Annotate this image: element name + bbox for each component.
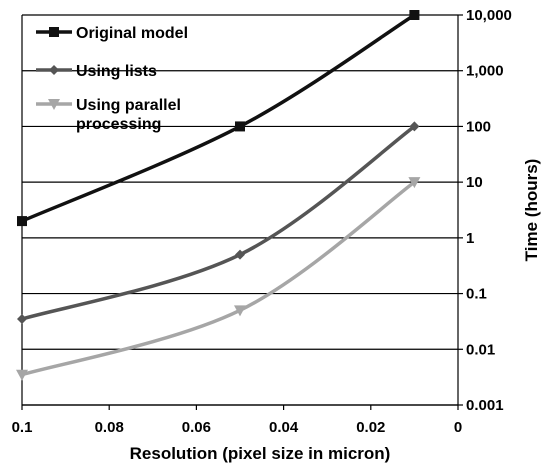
y-tick-label: 0.1	[466, 286, 487, 303]
x-axis-title: Resolution (pixel size in micron)	[130, 444, 391, 463]
data-point	[17, 216, 27, 227]
x-tick-label: 0.02	[356, 419, 385, 436]
series-line	[21, 180, 416, 377]
data-point	[17, 313, 27, 324]
data-point	[235, 121, 245, 132]
series-1	[17, 121, 420, 324]
y-tick-label: 10	[466, 174, 483, 191]
x-tick-label: 0.06	[182, 419, 211, 436]
data-point	[409, 121, 420, 132]
x-tick-label: 0.1	[12, 419, 33, 436]
series-layer	[16, 10, 421, 381]
y-tick-label: 1	[466, 230, 474, 247]
x-tick-label: 0	[454, 419, 462, 436]
data-point	[234, 305, 246, 317]
legend-label: processing	[76, 116, 161, 133]
y-tick-label: 1,000	[466, 63, 504, 80]
x-tick-label: 0.08	[95, 419, 124, 436]
legend-label: Using lists	[76, 63, 157, 80]
legend-label: Original model	[76, 25, 188, 42]
gridlines	[22, 14, 463, 406]
axes	[21, 15, 459, 406]
legend-item: Original model	[36, 25, 188, 42]
data-point	[408, 177, 421, 189]
y-tick-label: 0.001	[466, 397, 504, 414]
data-point	[49, 65, 59, 75]
series-0	[17, 10, 420, 227]
data-point	[48, 99, 60, 110]
data-point	[235, 249, 245, 260]
x-tick-labels: 0.1 0.08 0.06 0.04 0.02 0	[12, 405, 462, 436]
y-tick-label: 0.01	[466, 341, 495, 358]
series-2	[16, 177, 421, 381]
legend-item: Using lists	[36, 63, 157, 80]
data-point	[16, 369, 28, 381]
legend-label: Using parallel	[76, 97, 181, 114]
y-tick-label: 100	[466, 118, 491, 135]
y-axis-title: Time (hours)	[522, 159, 541, 262]
data-point	[409, 10, 420, 20]
series-line	[21, 125, 416, 321]
legend-item: Using parallel processing	[36, 97, 181, 133]
x-tick-label: 0.04	[269, 419, 299, 436]
y-tick-label: 10,000	[466, 7, 512, 24]
legend: Original model Using lists Using parallel p…	[36, 25, 188, 133]
data-point	[49, 27, 59, 37]
y-tick-labels: 0.001 0.01 0.1 1 10 100 1,000 10,000	[466, 7, 512, 414]
